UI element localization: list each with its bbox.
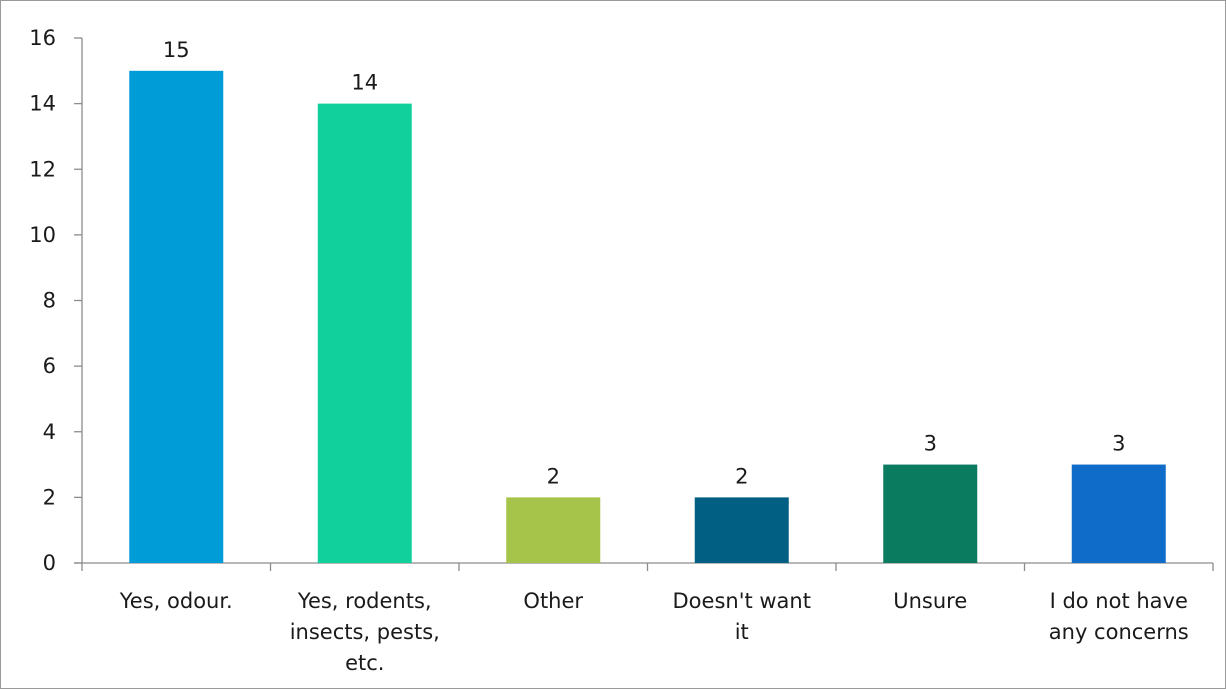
bars (129, 70, 1166, 563)
data-label: 2 (547, 464, 560, 488)
category-label: Doesn't want it (673, 589, 811, 644)
bar (129, 70, 224, 563)
y-tick-label: 6 (43, 354, 56, 378)
category-label-line: Doesn't want (673, 589, 811, 613)
y-tick-label: 2 (43, 485, 56, 509)
data-label: 14 (351, 71, 378, 95)
category-label-line: Yes, rodents, (297, 589, 432, 613)
category-label: Yes, rodents, insects, pests, etc. (290, 589, 440, 675)
bar (317, 103, 412, 563)
y-tick-label: 8 (43, 289, 56, 313)
category-label-line: it (735, 620, 749, 644)
category-label: Yes, odour. (119, 589, 233, 613)
bar (883, 464, 978, 563)
category-label-line: I do not have (1050, 589, 1188, 613)
y-tick-label: 12 (29, 157, 56, 181)
x-axis (74, 562, 1214, 571)
data-label: 2 (735, 464, 748, 488)
category-label: Unsure (893, 589, 967, 613)
category-labels: Yes, odour. Yes, rodents, insects, pests, e… (119, 589, 1189, 675)
y-tick-label: 10 (29, 223, 56, 247)
category-label-line: Other (523, 589, 583, 613)
y-axis: 0 2 4 6 8 10 12 14 16 (29, 26, 83, 575)
category-label: Other (523, 589, 583, 613)
bar (1071, 464, 1166, 563)
category-label-line: any concerns (1049, 620, 1189, 644)
category-label-line: etc. (345, 651, 384, 675)
category-label-line: insects, pests, (290, 620, 440, 644)
category-label-line: Unsure (893, 589, 967, 613)
y-tick-label: 14 (29, 92, 56, 116)
category-label: I do not have any concerns (1049, 589, 1189, 644)
y-tick-label: 4 (43, 420, 56, 444)
data-label: 3 (1112, 432, 1125, 456)
bar (694, 497, 789, 563)
data-label: 15 (163, 38, 190, 62)
data-label: 3 (924, 432, 937, 456)
data-labels: 15 14 2 2 3 3 (163, 38, 1126, 489)
y-tick-label: 16 (29, 26, 56, 50)
bar (506, 497, 601, 563)
y-tick-label: 0 (43, 551, 56, 575)
category-label-line: Yes, odour. (119, 589, 233, 613)
